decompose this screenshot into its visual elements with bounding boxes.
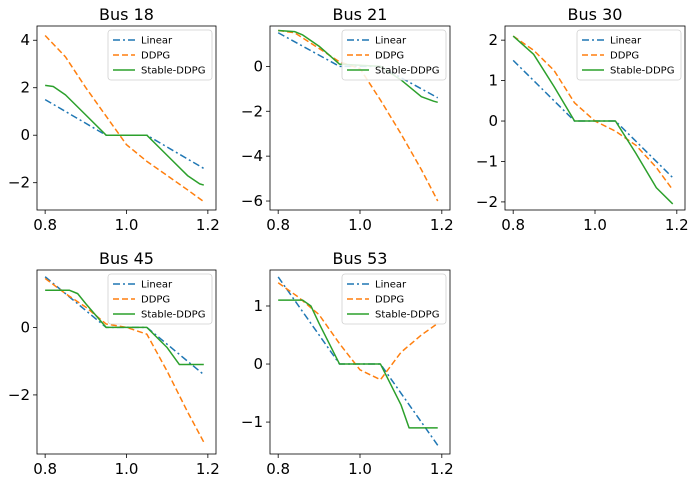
panel-3-legend-label: Linear xyxy=(610,36,642,47)
panel-1-ytick-label: 4 xyxy=(20,31,30,49)
panel-2-ytick-label: −2 xyxy=(241,102,263,120)
panel-4-xtick-label: 0.8 xyxy=(33,460,57,478)
panel-3-title: Bus 30 xyxy=(568,5,623,24)
panel-1-legend-label: Linear xyxy=(141,36,173,47)
panel-1-legend-label: DDPG xyxy=(141,51,170,62)
panel-1-ytick-label: 0 xyxy=(20,126,30,144)
panel-4-series-linear xyxy=(44,276,205,376)
panel-5-xtick-label: 0.8 xyxy=(266,460,290,478)
panel-2-legend-label: Stable-DDPG xyxy=(375,66,439,77)
panel-3-xtick-label: 1.2 xyxy=(665,216,689,234)
panel-5-legend-label: Linear xyxy=(375,280,407,291)
panel-4-legend-label: DDPG xyxy=(141,295,170,306)
panel-4-legend: Linear DDPG Stable-DDPG xyxy=(107,273,213,325)
panel-4-ytick-label: −2 xyxy=(8,386,30,404)
panel-2-xtick-label: 1.0 xyxy=(348,216,372,234)
panel-2-xtick-label: 1.2 xyxy=(430,216,454,234)
panel-5-legend-label: DDPG xyxy=(375,295,404,306)
panel-5-ytick-label: 1 xyxy=(253,297,263,315)
panel-5-xtick-label: 1.2 xyxy=(430,460,454,478)
panel-5-series-stable-ddpg xyxy=(278,299,438,429)
panel-3-xtick-label: 0.8 xyxy=(501,216,525,234)
panel-1-title: Bus 18 xyxy=(99,5,154,24)
panel-1-series-ddpg xyxy=(44,34,205,203)
panel-4-series-stable-ddpg xyxy=(45,289,204,366)
panel-4-xtick-label: 1.2 xyxy=(196,460,220,478)
panel-5-series-ddpg xyxy=(277,282,439,381)
panel-2-ytick-label: −6 xyxy=(241,192,263,210)
panel-3-ytick-label: −1 xyxy=(476,152,498,170)
panel-3-ytick-label: 1 xyxy=(488,72,498,90)
panel-3-legend: Linear DDPG Stable-DDPG xyxy=(576,29,682,81)
panel-5-xtick-label: 1.0 xyxy=(348,460,372,478)
panel-1-xtick-label: 1.0 xyxy=(115,216,139,234)
panel-4-legend-box xyxy=(107,273,213,325)
panel-5-legend-label: Stable-DDPG xyxy=(375,310,439,321)
panel-3-legend-label: DDPG xyxy=(610,51,639,62)
panel-1-legend: Linear DDPG Stable-DDPG xyxy=(107,29,213,81)
panel-3-ytick-label: 0 xyxy=(488,112,498,130)
panel-2-legend-box xyxy=(341,29,447,81)
panel-5-legend: Linear DDPG Stable-DDPG xyxy=(341,273,447,325)
panel-2-legend: Linear DDPG Stable-DDPG xyxy=(341,29,447,81)
panel-3-ytick-label: −2 xyxy=(476,193,498,211)
panel-2-ytick-label: −4 xyxy=(241,147,263,165)
panel-4-legend-label: Stable-DDPG xyxy=(141,310,205,321)
panel-4-ytick-label: 0 xyxy=(20,318,30,336)
panel-3-legend-box xyxy=(576,29,682,81)
panel-3-xtick-label: 1.0 xyxy=(583,216,607,234)
panel-1-ytick-label: 2 xyxy=(20,79,30,97)
panel-1-legend-label: Stable-DDPG xyxy=(141,66,205,77)
panel-4-title: Bus 45 xyxy=(99,249,154,268)
panel-4-legend-label: Linear xyxy=(141,280,173,291)
panel-3-ytick-label: 2 xyxy=(488,31,498,49)
panel-5: Bus 53 0.8 1.0 1.2 −1 0 1 Linear DDPG Stable-DDPG xyxy=(241,249,454,478)
panel-1-series-linear xyxy=(44,98,205,170)
panel-3: Bus 30 0.8 1.0 1.2 −2 −1 0 1 2 Linear DDPG Stable-D… xyxy=(476,5,689,234)
panel-5-legend-box xyxy=(341,273,447,325)
panel-5-ytick-label: −1 xyxy=(241,413,263,431)
panel-2-ytick-label: 0 xyxy=(253,57,263,75)
panel-2-title: Bus 21 xyxy=(333,5,388,24)
panel-3-legend-label: Stable-DDPG xyxy=(610,66,674,77)
panel-4-series-ddpg xyxy=(44,277,205,443)
panel-1-ytick-label: −2 xyxy=(8,174,30,192)
panel-1: Bus 18 0.8 1.0 1.2 −2 0 2 4 Linear DDPG Stable-DDP… xyxy=(8,5,220,234)
panel-1-legend-box xyxy=(107,29,213,81)
panel-2-xtick-label: 0.8 xyxy=(266,216,290,234)
panel-4-xtick-label: 1.0 xyxy=(115,460,139,478)
panel-3-series-stable-ddpg xyxy=(512,35,674,205)
panel-4: Bus 45 0.8 1.0 1.2 −2 0 Linear DDPG Stable-DDPG xyxy=(8,249,220,478)
panel-1-xtick-label: 1.2 xyxy=(196,216,220,234)
panel-5-ytick-label: 0 xyxy=(253,355,263,373)
panel-1-xtick-label: 0.8 xyxy=(33,216,57,234)
panel-2: Bus 21 0.8 1.0 1.2 −6 −4 −2 0 Linear DDPG Stable-D… xyxy=(241,5,454,234)
panel-5-title: Bus 53 xyxy=(333,249,388,268)
panel-1-series-stable-ddpg xyxy=(45,84,205,186)
panel-2-legend-label: Linear xyxy=(375,36,407,47)
panel-2-legend-label: DDPG xyxy=(375,51,404,62)
